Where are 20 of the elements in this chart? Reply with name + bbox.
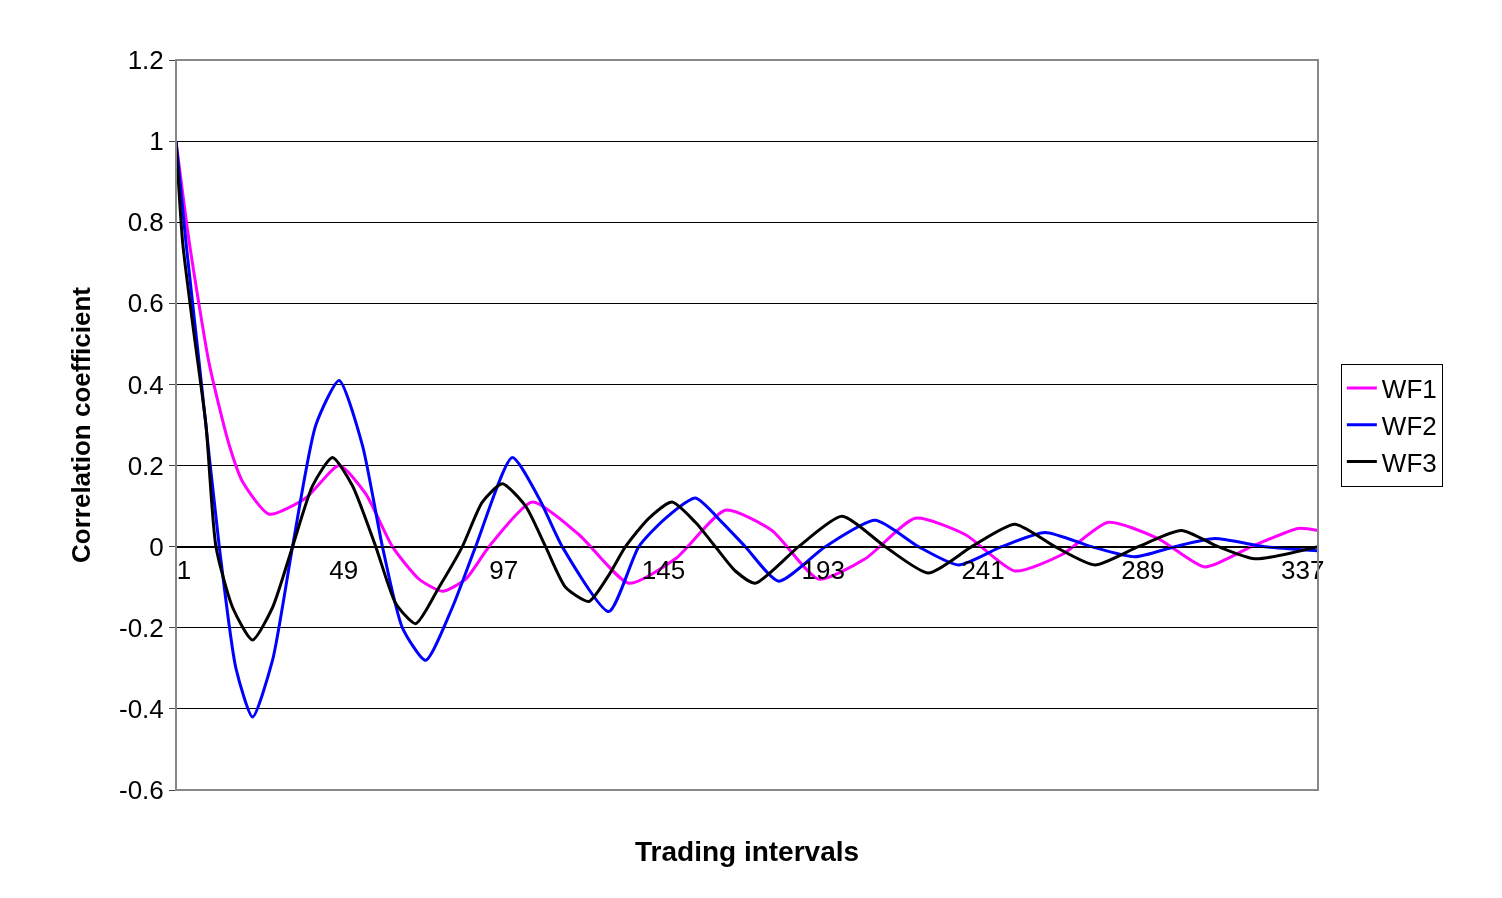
y-tick-label: 0.6 xyxy=(127,288,164,319)
x-tick-label: 97 xyxy=(489,554,519,585)
y-tick-label: -0.4 xyxy=(118,693,164,724)
legend-label: WF1 xyxy=(1381,374,1437,405)
x-tick-label: 49 xyxy=(329,554,359,585)
y-tick-label: -0.6 xyxy=(118,775,164,806)
x-tick-label: 289 xyxy=(1121,554,1165,585)
x-axis-title: Trading intervals xyxy=(635,836,860,867)
y-tick-label: -0.2 xyxy=(118,612,164,643)
x-tick-label: 241 xyxy=(961,554,1005,585)
legend-label: WF2 xyxy=(1381,410,1437,441)
y-tick-label: 0.4 xyxy=(127,369,164,400)
y-tick-label: 0 xyxy=(149,531,164,562)
x-tick-label: 1 xyxy=(176,554,192,585)
y-tick-label: 1 xyxy=(149,126,164,157)
legend-label: WF3 xyxy=(1381,447,1437,478)
y-axis-title: Correlation coefficient xyxy=(66,286,97,563)
y-tick-label: 0.2 xyxy=(127,450,164,481)
y-tick-label: 0.8 xyxy=(127,207,164,238)
y-tick-label: 1.2 xyxy=(127,45,164,76)
